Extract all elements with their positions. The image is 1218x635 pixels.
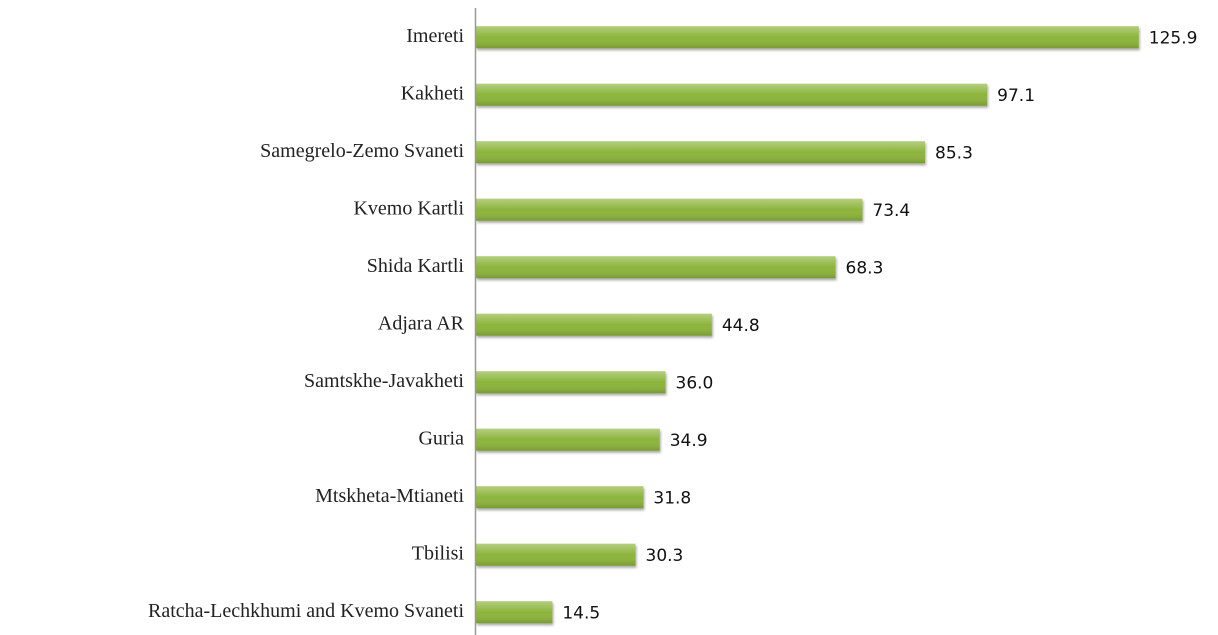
category-label: Shida Kartli bbox=[367, 255, 465, 277]
category-label: Kvemo Kartli bbox=[353, 197, 464, 219]
bar-shine bbox=[476, 428, 660, 451]
value-label: 44.8 bbox=[722, 316, 760, 336]
value-label: 14.5 bbox=[562, 603, 600, 623]
category-label: Samegrelo-Zemo Svaneti bbox=[260, 140, 464, 162]
bar-shine bbox=[476, 256, 836, 279]
value-label: 125.9 bbox=[1149, 28, 1198, 48]
value-label: 31.8 bbox=[653, 488, 691, 508]
value-label: 85.3 bbox=[935, 143, 973, 163]
bar-shine bbox=[476, 83, 988, 106]
category-label: Samtskhe-Javakheti bbox=[304, 370, 464, 392]
bar-shine bbox=[476, 601, 553, 624]
category-label: Ratcha-Lechkhumi and Kvemo Svaneti bbox=[148, 600, 464, 622]
value-label: 73.4 bbox=[872, 201, 910, 221]
bar-shine bbox=[476, 313, 712, 336]
category-label: Mtskheta-Mtianeti bbox=[315, 485, 464, 507]
value-label: 68.3 bbox=[846, 258, 884, 278]
bar-shine bbox=[476, 26, 1139, 49]
category-label: Imereti bbox=[406, 25, 464, 47]
category-label: Adjara AR bbox=[378, 312, 465, 334]
bar-shine bbox=[476, 371, 666, 394]
value-label: 97.1 bbox=[997, 86, 1035, 106]
value-label: 34.9 bbox=[670, 431, 708, 451]
bar-shine bbox=[476, 486, 644, 509]
category-label: Guria bbox=[418, 427, 464, 449]
bar-shine bbox=[476, 141, 926, 164]
value-label: 36.0 bbox=[676, 373, 714, 393]
category-label: Kakheti bbox=[401, 82, 465, 104]
bar-shine bbox=[476, 198, 863, 221]
category-label: Tbilisi bbox=[412, 542, 465, 564]
bar-shine bbox=[476, 543, 636, 566]
value-label: 30.3 bbox=[646, 546, 684, 566]
